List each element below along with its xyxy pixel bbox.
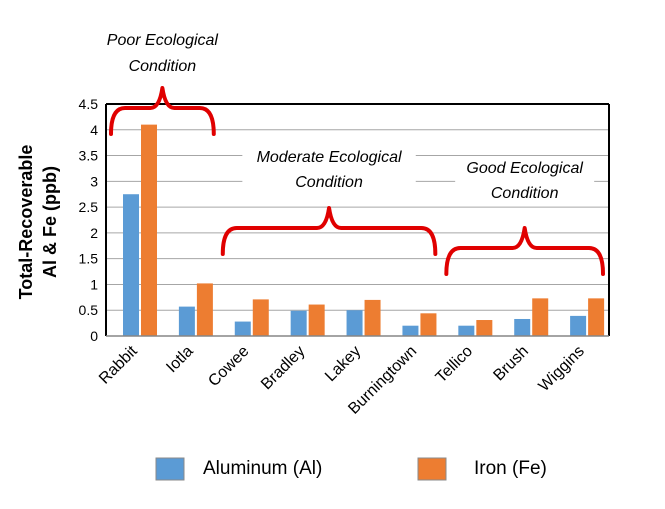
- bar-iron-cowee: [252, 299, 269, 336]
- y-tick-label: 1: [90, 276, 98, 292]
- bar-aluminum-cowee: [234, 321, 251, 336]
- y-axis-title-line-1: Total-Recoverable: [16, 145, 36, 300]
- x-tick-label: Cowee: [205, 343, 252, 390]
- x-tick-label: Iotla: [163, 343, 196, 376]
- bar-aluminum-iotla: [178, 306, 195, 336]
- bar-iron-bradley: [308, 304, 325, 336]
- bracket-moderate: [220, 206, 438, 256]
- bar-aluminum-burningtown: [402, 325, 419, 336]
- y-tick-label: 3: [90, 173, 98, 189]
- annotation-good-line-1: Good Ecological: [466, 160, 583, 177]
- y-tick-label: 3.5: [79, 148, 99, 164]
- bar-iron-iotla: [196, 283, 213, 336]
- y-tick-label: 2: [90, 225, 98, 241]
- bar-aluminum-tellico: [458, 325, 475, 336]
- bar-iron-tellico: [476, 320, 493, 336]
- y-tick-label: 4.5: [79, 96, 99, 112]
- annotation-moderate-label-bg: [242, 145, 416, 193]
- y-tick-label: 0: [90, 328, 98, 344]
- x-tick-label: Wiggins: [536, 343, 588, 395]
- legend-label-iron: Iron (Fe): [474, 458, 547, 479]
- annotation-good-line-2: Condition: [491, 185, 559, 202]
- annotation-moderate-line-2: Condition: [295, 174, 363, 191]
- bar-iron-lakey: [364, 299, 381, 336]
- bar-iron-burningtown: [420, 313, 437, 336]
- bar-aluminum-lakey: [346, 310, 363, 336]
- bar-iron-rabbit: [141, 124, 157, 336]
- annotation-good-label-bg: [455, 156, 595, 204]
- bar-iron-brush: [532, 298, 549, 336]
- legend-swatch-iron: [417, 457, 447, 481]
- bar-aluminum-bradley: [290, 310, 307, 336]
- annotation-moderate-line-1: Moderate Ecological: [257, 149, 402, 166]
- bar-aluminum-wiggins: [570, 315, 587, 336]
- bracket-poor: [109, 86, 216, 136]
- y-tick-label: 0.5: [79, 302, 99, 318]
- annotation-poor-line-2: Condition: [129, 58, 197, 75]
- bar-aluminum-rabbit: [123, 194, 139, 336]
- x-tick-label: Brush: [490, 343, 532, 385]
- bar-iron-wiggins: [588, 298, 605, 336]
- y-axis-title-line-2: Al & Fe (ppb): [40, 166, 60, 278]
- x-tick-label: Lakey: [322, 343, 364, 385]
- bar-aluminum-brush: [514, 318, 531, 336]
- x-tick-label: Bradley: [258, 343, 308, 393]
- y-tick-label: 1.5: [79, 251, 99, 267]
- bracket-good: [444, 226, 605, 276]
- x-tick-label: Tellico: [433, 343, 477, 387]
- legend-label-aluminum: Aluminum (Al): [203, 458, 322, 479]
- x-tick-label: Rabbit: [96, 342, 141, 387]
- annotation-poor-line-1: Poor Ecological: [107, 32, 219, 49]
- y-tick-label: 4: [90, 122, 98, 138]
- legend-swatch-aluminum: [155, 457, 185, 481]
- y-tick-label: 2.5: [79, 199, 99, 215]
